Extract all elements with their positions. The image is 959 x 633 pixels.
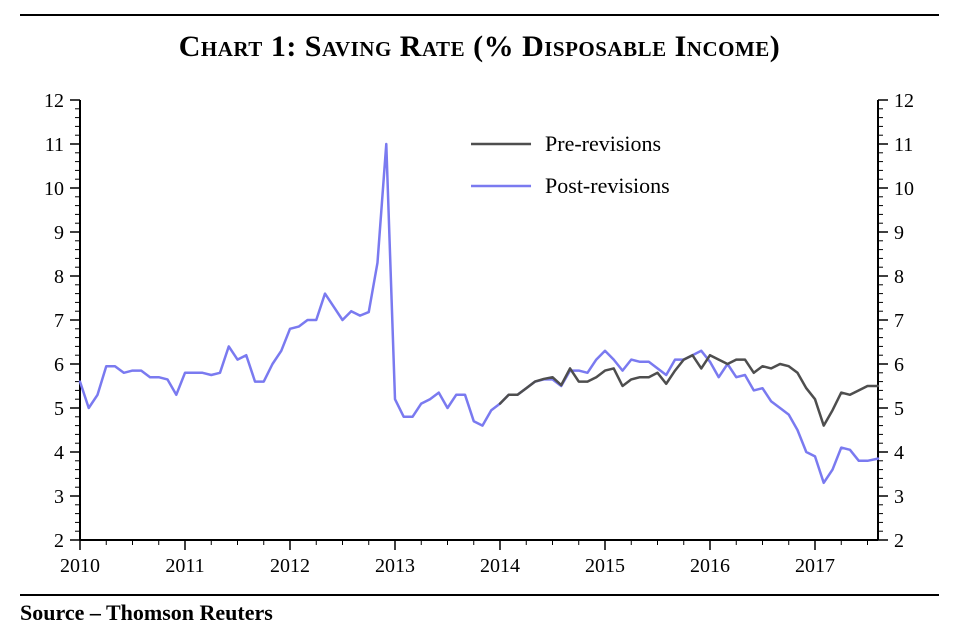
svg-text:Pre-revisions: Pre-revisions bbox=[545, 131, 661, 156]
svg-text:10: 10 bbox=[44, 178, 64, 200]
svg-text:11: 11 bbox=[894, 134, 913, 156]
svg-text:10: 10 bbox=[894, 178, 914, 200]
svg-text:6: 6 bbox=[54, 354, 64, 376]
svg-text:2: 2 bbox=[54, 530, 64, 552]
top-divider bbox=[20, 14, 939, 16]
line-chart: 2 2 3 3 4 4 5 5 6 6 7 7 8 8 9 9 10 10 11 11 12 12 2010 2011 2012… bbox=[20, 80, 938, 580]
svg-text:2013: 2013 bbox=[375, 555, 415, 577]
svg-text:7: 7 bbox=[894, 310, 904, 332]
svg-text:9: 9 bbox=[894, 222, 904, 244]
svg-text:2016: 2016 bbox=[690, 555, 730, 577]
svg-text:4: 4 bbox=[894, 442, 904, 464]
svg-text:12: 12 bbox=[894, 90, 914, 112]
svg-text:2: 2 bbox=[894, 530, 904, 552]
svg-text:3: 3 bbox=[894, 486, 904, 508]
svg-text:4: 4 bbox=[54, 442, 64, 464]
svg-text:5: 5 bbox=[894, 398, 904, 420]
svg-text:6: 6 bbox=[894, 354, 904, 376]
svg-text:11: 11 bbox=[45, 134, 64, 156]
svg-text:2017: 2017 bbox=[795, 555, 835, 577]
svg-text:5: 5 bbox=[54, 398, 64, 420]
svg-text:7: 7 bbox=[54, 310, 64, 332]
svg-text:Post-revisions: Post-revisions bbox=[545, 173, 670, 198]
svg-text:12: 12 bbox=[44, 90, 64, 112]
svg-text:2012: 2012 bbox=[270, 555, 310, 577]
bottom-divider bbox=[20, 594, 939, 596]
svg-text:8: 8 bbox=[54, 266, 64, 288]
svg-text:2011: 2011 bbox=[165, 555, 204, 577]
svg-text:3: 3 bbox=[54, 486, 64, 508]
svg-text:2010: 2010 bbox=[60, 555, 100, 577]
chart-title: Chart 1: Saving Rate (% Disposable Incom… bbox=[0, 30, 959, 64]
svg-text:8: 8 bbox=[894, 266, 904, 288]
svg-text:2015: 2015 bbox=[585, 555, 625, 577]
svg-text:9: 9 bbox=[54, 222, 64, 244]
svg-text:2014: 2014 bbox=[480, 555, 520, 577]
source-label: Source – Thomson Reuters bbox=[20, 600, 273, 626]
